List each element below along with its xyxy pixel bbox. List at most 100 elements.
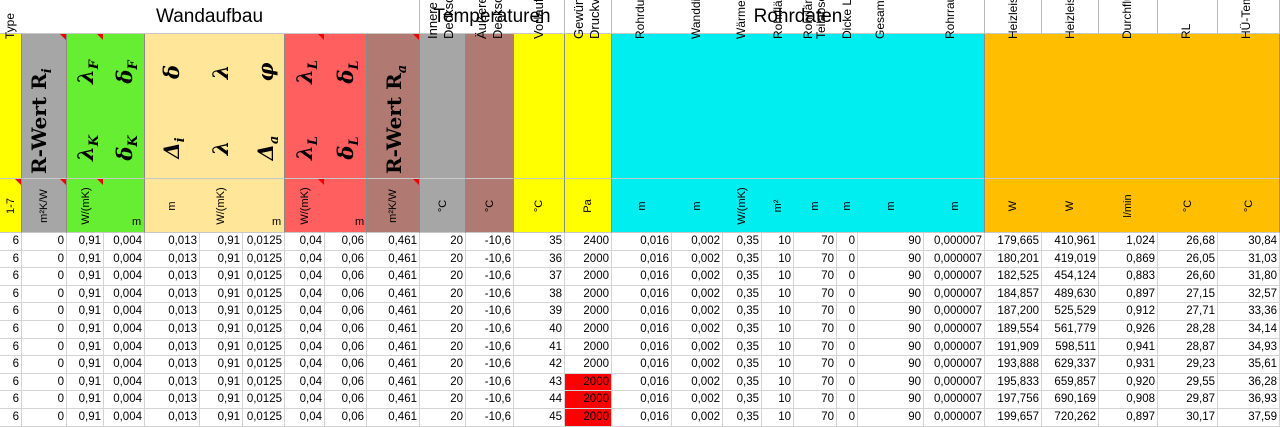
table-cell[interactable]: 0,013 xyxy=(145,391,200,409)
table-cell[interactable]: 199,657 xyxy=(985,409,1042,427)
table-cell[interactable]: 0,35 xyxy=(723,373,762,392)
table-cell[interactable]: 26,68 xyxy=(1158,233,1218,251)
table-cell[interactable]: 690,169 xyxy=(1042,391,1099,409)
table-cell[interactable]: 0,06 xyxy=(325,268,367,286)
table-cell[interactable]: 90 xyxy=(858,268,924,286)
table-cell[interactable]: 10 xyxy=(762,356,794,374)
table-cell[interactable]: 2000 xyxy=(565,250,612,269)
table-cell[interactable]: 0,0125 xyxy=(243,233,285,251)
table-cell[interactable]: -10,6 xyxy=(466,285,514,304)
table-cell[interactable]: 0,002 xyxy=(672,285,723,304)
table-cell[interactable]: 10 xyxy=(762,409,794,427)
table-cell[interactable]: 0 xyxy=(837,233,858,251)
table-cell[interactable]: 0,000007 xyxy=(924,338,985,357)
table-row[interactable]: 6 0 0,91 0,004 0,013 0,91 0,0125 0,04 0,06 0,461 2… xyxy=(0,409,1280,427)
table-cell[interactable]: 0,04 xyxy=(285,321,325,339)
table-cell[interactable]: 0,461 xyxy=(367,373,420,392)
table-cell[interactable]: 0,941 xyxy=(1099,338,1158,357)
table-cell[interactable]: 179,665 xyxy=(985,233,1042,251)
table-cell[interactable]: 0 xyxy=(837,356,858,374)
table-cell[interactable]: 0,002 xyxy=(672,391,723,409)
table-cell[interactable]: 0,91 xyxy=(200,233,243,251)
table-cell[interactable]: 0,91 xyxy=(200,338,243,357)
table-cell[interactable]: 0,461 xyxy=(367,303,420,321)
table-cell[interactable]: 0,002 xyxy=(672,409,723,427)
table-cell[interactable]: 197,756 xyxy=(985,391,1042,409)
table-cell[interactable]: 0,897 xyxy=(1099,285,1158,304)
table-cell[interactable]: 6 xyxy=(0,409,22,427)
table-cell[interactable]: 0,002 xyxy=(672,233,723,251)
table-cell[interactable]: 2000 xyxy=(565,373,612,392)
table-row[interactable]: 6 0 0,91 0,004 0,013 0,91 0,0125 0,04 0,06 0,461 2… xyxy=(0,233,1280,251)
table-cell[interactable]: 34,93 xyxy=(1218,338,1280,357)
table-cell[interactable]: 20 xyxy=(420,391,466,409)
table-row[interactable]: 6 0 0,91 0,004 0,013 0,91 0,0125 0,04 0,06 0,461 2… xyxy=(0,338,1280,357)
table-cell[interactable]: 454,124 xyxy=(1042,268,1099,286)
table-cell[interactable]: 0,91 xyxy=(67,250,104,269)
table-cell[interactable]: 26,05 xyxy=(1158,250,1218,269)
table-cell[interactable]: 90 xyxy=(858,391,924,409)
table-cell[interactable]: 6 xyxy=(0,285,22,304)
table-cell[interactable]: 0,461 xyxy=(367,409,420,427)
table-cell[interactable]: 0,000007 xyxy=(924,356,985,374)
table-cell[interactable]: 0,35 xyxy=(723,285,762,304)
table-cell[interactable]: 29,55 xyxy=(1158,373,1218,392)
table-cell[interactable]: 90 xyxy=(858,285,924,304)
table-cell[interactable]: 0,908 xyxy=(1099,391,1158,409)
table-cell[interactable]: -10,6 xyxy=(466,373,514,392)
table-cell[interactable]: 0,04 xyxy=(285,233,325,251)
table-cell[interactable]: 0,04 xyxy=(285,409,325,427)
table-cell[interactable]: 0 xyxy=(837,391,858,409)
table-cell[interactable]: 0,0125 xyxy=(243,391,285,409)
table-cell[interactable]: 45 xyxy=(514,409,565,427)
table-cell[interactable]: 182,525 xyxy=(985,268,1042,286)
table-cell[interactable]: 0,06 xyxy=(325,233,367,251)
table-cell[interactable]: 0,016 xyxy=(612,268,672,286)
table-row[interactable]: 6 0 0,91 0,004 0,013 0,91 0,0125 0,04 0,06 0,461 2… xyxy=(0,285,1280,304)
table-cell[interactable]: 0,0125 xyxy=(243,321,285,339)
table-cell[interactable]: 195,833 xyxy=(985,373,1042,392)
table-cell[interactable]: 34,14 xyxy=(1218,321,1280,339)
table-cell[interactable]: 0,06 xyxy=(325,303,367,321)
table-cell[interactable]: 35 xyxy=(514,233,565,251)
table-cell[interactable]: 0,35 xyxy=(723,303,762,321)
table-cell[interactable]: 0,004 xyxy=(104,338,145,357)
table-cell[interactable]: 37,59 xyxy=(1218,409,1280,427)
table-cell[interactable]: 10 xyxy=(762,285,794,304)
table-cell[interactable]: 0,869 xyxy=(1099,250,1158,269)
table-row[interactable]: 6 0 0,91 0,004 0,013 0,91 0,0125 0,04 0,06 0,461 2… xyxy=(0,268,1280,286)
table-cell[interactable]: 0,004 xyxy=(104,250,145,269)
table-cell[interactable]: 0,35 xyxy=(723,338,762,357)
table-cell[interactable]: 70 xyxy=(794,338,837,357)
table-cell[interactable]: 0,013 xyxy=(145,373,200,392)
table-cell[interactable]: 33,36 xyxy=(1218,303,1280,321)
table-cell[interactable]: 20 xyxy=(420,285,466,304)
table-cell[interactable]: 35,61 xyxy=(1218,356,1280,374)
table-row[interactable]: 6 0 0,91 0,004 0,013 0,91 0,0125 0,04 0,06 0,461 2… xyxy=(0,356,1280,374)
table-cell[interactable]: 41 xyxy=(514,338,565,357)
table-cell[interactable]: 0,04 xyxy=(285,373,325,392)
table-cell[interactable]: 0,91 xyxy=(200,391,243,409)
table-cell[interactable]: 6 xyxy=(0,250,22,269)
table-cell[interactable]: 0,461 xyxy=(367,356,420,374)
table-cell[interactable]: -10,6 xyxy=(466,303,514,321)
table-cell[interactable]: 20 xyxy=(420,338,466,357)
table-cell[interactable]: 26,60 xyxy=(1158,268,1218,286)
table-cell[interactable]: 0,91 xyxy=(67,321,104,339)
table-cell[interactable]: 2400 xyxy=(565,233,612,251)
table-cell[interactable]: 0 xyxy=(22,409,67,427)
table-cell[interactable]: 1,024 xyxy=(1099,233,1158,251)
table-cell[interactable]: 70 xyxy=(794,250,837,269)
table-cell[interactable]: 0,013 xyxy=(145,268,200,286)
table-cell[interactable]: 0 xyxy=(22,356,67,374)
table-cell[interactable]: 70 xyxy=(794,303,837,321)
table-cell[interactable]: 90 xyxy=(858,303,924,321)
table-cell[interactable]: 42 xyxy=(514,356,565,374)
table-cell[interactable]: 598,511 xyxy=(1042,338,1099,357)
table-cell[interactable]: 27,71 xyxy=(1158,303,1218,321)
table-cell[interactable]: 0,91 xyxy=(67,268,104,286)
table-cell[interactable]: 20 xyxy=(420,268,466,286)
table-cell[interactable]: 0 xyxy=(22,373,67,392)
table-cell[interactable]: 0 xyxy=(837,321,858,339)
